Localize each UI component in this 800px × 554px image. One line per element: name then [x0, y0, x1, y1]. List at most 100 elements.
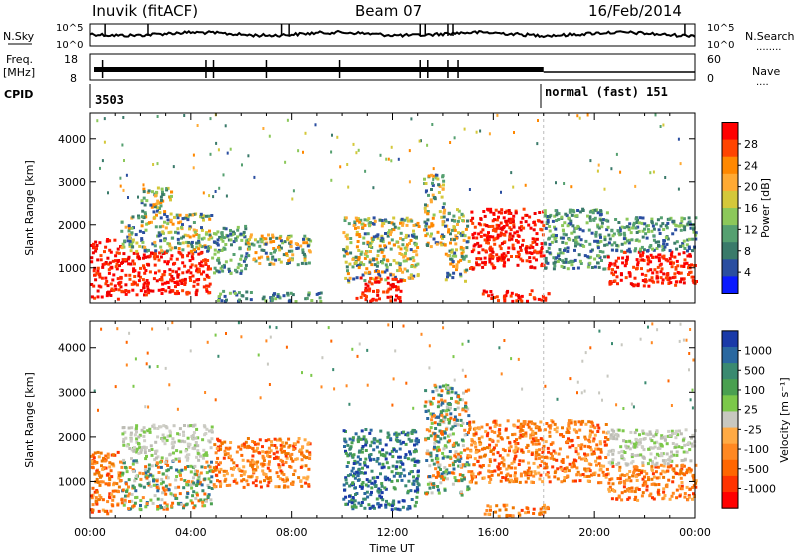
echo-cell [440, 215, 444, 219]
echo-cell [674, 266, 678, 269]
echo-cell [607, 487, 611, 491]
echo-cell [178, 242, 182, 246]
echo-cell [342, 231, 346, 235]
echo-cell [376, 254, 380, 258]
echo-cell [204, 245, 208, 249]
echo-cell [619, 474, 623, 478]
echo-cell [126, 239, 130, 243]
echo-cell [308, 457, 312, 460]
echo-cell [358, 484, 362, 488]
echo-cell [154, 456, 158, 460]
echo-cell [432, 474, 435, 478]
echo-cell [268, 237, 272, 241]
echo-cell [453, 423, 457, 427]
echo-cell [342, 483, 346, 487]
echo-cell [543, 503, 546, 507]
echo-cell [635, 438, 639, 442]
echo-scatter [424, 190, 427, 194]
echo-cell [521, 450, 525, 454]
echo-cell [450, 218, 454, 222]
echo-cell [536, 250, 540, 254]
echo-cell [193, 472, 197, 476]
echo-cell [162, 424, 166, 428]
echo-scatter [229, 147, 232, 151]
echo-cell [541, 245, 544, 249]
echo-cell [104, 282, 108, 286]
echo-cell [539, 254, 543, 258]
echo-cell [216, 243, 220, 247]
echo-cell [675, 453, 679, 457]
echo-cell [143, 448, 147, 452]
echo-cell [165, 474, 169, 478]
nave-tick-bottom: 0 [707, 72, 714, 85]
echo-cell [160, 187, 164, 191]
echo-cell [182, 504, 186, 508]
echo-cell [395, 465, 399, 469]
echo-cell [656, 218, 660, 222]
echo-cell [414, 243, 418, 247]
echo-cell [244, 257, 247, 261]
echo-cell [377, 269, 380, 273]
echo-cell [412, 259, 416, 263]
echo-cell [376, 249, 380, 253]
echo-cell [613, 263, 617, 267]
echo-cell [352, 224, 356, 227]
echo-cell [607, 481, 611, 485]
echo-cell [409, 489, 413, 493]
echo-cell [112, 288, 116, 292]
echo-cell [457, 452, 461, 456]
echo-cell [459, 272, 463, 276]
echo-cell [219, 292, 223, 296]
echo-cell [286, 293, 290, 297]
echo-cell [654, 433, 658, 437]
echo-cell [649, 260, 653, 264]
echo-cell [495, 218, 499, 222]
echo-cell [654, 222, 658, 226]
station-title: Inuvik (fitACF) [92, 2, 198, 20]
echo-cell [451, 260, 455, 264]
echo-scatter [253, 175, 256, 179]
echo-cell [568, 419, 571, 423]
echo-cell [532, 228, 536, 232]
echo-cell [128, 492, 131, 496]
echo-cell [633, 431, 637, 435]
echo-cell [669, 253, 673, 257]
echo-cell [146, 469, 150, 473]
echo-cell [648, 245, 652, 249]
echo-cell [474, 426, 478, 430]
echo-cell [388, 503, 392, 507]
echo-cell [662, 256, 666, 260]
echo-scatter [397, 157, 400, 161]
echo-cell [514, 445, 518, 449]
echo-scatter [524, 183, 527, 187]
echo-cell [267, 446, 271, 450]
echo-cell [444, 224, 447, 228]
echo-cell [368, 287, 372, 291]
echo-cell [171, 222, 175, 226]
echo-cell [521, 238, 525, 242]
echo-cell [530, 440, 534, 444]
echo-cell [686, 254, 690, 258]
echo-cell [592, 218, 596, 222]
echo-cell [149, 498, 153, 502]
echo-cell [95, 490, 99, 494]
echo-cell [448, 433, 452, 437]
echo-cell [406, 243, 409, 247]
echo-cell [423, 220, 427, 224]
echo-cell [410, 219, 414, 223]
echo-cell [545, 250, 549, 254]
echo-cell [489, 450, 493, 453]
echo-cell [407, 276, 411, 280]
echo-cell [527, 461, 531, 465]
echo-cell [197, 278, 201, 281]
echo-cell [525, 246, 528, 250]
echo-cell [585, 221, 589, 225]
echo-cell [145, 476, 149, 480]
echo-cell [561, 251, 565, 255]
echo-cell [251, 454, 255, 458]
echo-cell [239, 257, 243, 261]
echo-cell [680, 484, 684, 488]
echo-cell [674, 267, 678, 271]
echo-cell [365, 295, 368, 299]
echo-cell [300, 458, 304, 462]
